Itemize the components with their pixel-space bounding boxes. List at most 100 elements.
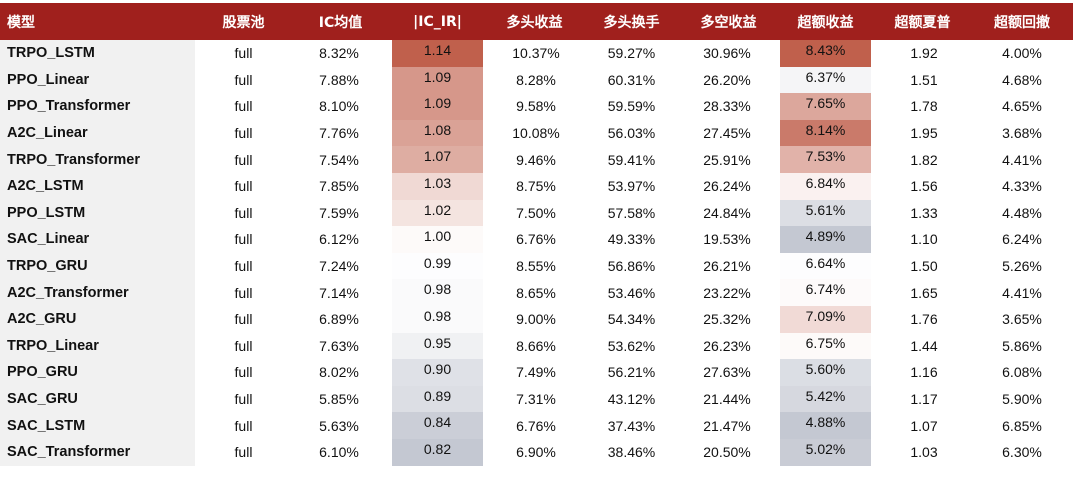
column-header-ic-mean: IC均值 [318,14,363,31]
table-body: TRPO_LSTM full 8.32% 1.14 10.37% 59.27% 30.96%… [0,40,1073,466]
cell-excess-sharpe: 1.10 [910,231,938,248]
cell-stock-pool: full [234,364,253,381]
cell-excess-sharpe: 1.76 [910,311,938,328]
cell-long-return: 6.76% [516,231,556,248]
cell-stock-pool: full [234,444,253,461]
cell-model: A2C_GRU [0,305,195,333]
table-row: SAC_GRU full 5.85% 0.89 7.31% 43.12% 21.44% 5.4… [0,385,1073,413]
table-row: PPO_Transformer full 8.10% 1.09 9.58% 59.59% 2… [0,93,1073,120]
cell-long-return: 7.49% [516,364,556,381]
cell-excess-drawdown: 3.65% [1002,311,1042,328]
cell-excess-return: 6.74% [774,279,877,306]
cell-ic-mean: 5.85% [319,391,359,408]
cell-excess-return: 4.89% [774,226,877,253]
cell-ic-ir: 0.98 [386,305,489,333]
cell-excess-sharpe: 1.44 [910,337,938,354]
cell-stock-pool: full [234,178,253,195]
column-header-excess-return: 超额收益 [797,14,854,31]
cell-long-return: 8.75% [516,178,556,195]
cell-model: PPO_GRU [0,359,195,386]
cell-model: SAC_Linear [0,226,195,253]
cell-long-turnover: 59.59% [607,98,656,115]
results-table: 模型 股票池 IC均值 |IC_IR| 多头收益 多头换手 多空收益 超额收益 超额夏普 超额回撤… [0,3,1073,466]
cell-long-short-return: 30.96% [703,45,751,62]
cell-stock-pool: full [234,204,253,221]
cell-ic-mean: 7.14% [319,284,359,301]
cell-stock-pool: full [234,311,253,328]
cell-excess-return: 6.64% [774,252,877,280]
cell-long-turnover: 37.43% [607,417,656,434]
cell-long-turnover: 38.46% [607,444,656,461]
column-header-long-turnover: 多头换手 [603,14,660,31]
column-header-model: 模型 [7,14,35,31]
cell-model: PPO_Transformer [0,93,195,120]
cell-ic-mean: 7.59% [319,204,359,221]
cell-long-return: 8.28% [516,71,556,88]
cell-excess-return: 5.61% [774,199,877,227]
cell-ic-mean: 6.12% [319,231,359,248]
table-row: TRPO_LSTM full 8.32% 1.14 10.37% 59.27% 30.96%… [0,40,1073,67]
cell-excess-return: 7.53% [774,146,877,173]
cell-excess-drawdown: 4.33% [1002,178,1042,195]
cell-ic-mean: 7.54% [319,151,359,168]
table-row: TRPO_Linear full 7.63% 0.95 8.66% 53.62% 26.23… [0,332,1073,360]
cell-excess-sharpe: 1.95 [910,125,938,142]
cell-excess-sharpe: 1.07 [910,417,938,434]
cell-excess-sharpe: 1.78 [910,98,938,115]
table-row: TRPO_Transformer full 7.54% 1.07 9.46% 59.41%… [0,146,1073,173]
cell-ic-ir: 1.02 [386,199,489,227]
cell-excess-return: 5.42% [774,385,877,413]
cell-long-return: 9.00% [516,311,556,328]
cell-excess-return: 8.14% [774,119,877,147]
cell-excess-drawdown: 6.85% [1002,417,1042,434]
cell-long-short-return: 19.53% [703,231,751,248]
cell-excess-sharpe: 1.50 [910,258,938,275]
table-row: SAC_Transformer full 6.10% 0.82 6.90% 38.46% 2… [0,438,1073,466]
cell-long-return: 7.31% [516,391,556,408]
cell-long-return: 8.55% [516,258,556,275]
cell-model: SAC_LSTM [0,412,195,439]
cell-stock-pool: full [234,258,253,275]
column-header-ic-ir: |IC_IR| [413,13,462,30]
cell-stock-pool: full [234,284,253,301]
cell-excess-return: 4.88% [774,412,877,439]
cell-long-return: 10.37% [512,45,560,62]
cell-long-turnover: 54.34% [607,311,656,328]
cell-long-short-return: 26.24% [703,178,751,195]
column-header-long-short-return: 多空收益 [700,14,757,31]
column-header-excess-drawdown: 超额回撤 [994,14,1050,31]
cell-excess-return: 6.37% [774,66,877,94]
table-row: A2C_Linear full 7.76% 1.08 10.08% 56.03% 27.45… [0,119,1073,147]
cell-excess-return: 7.65% [774,93,877,120]
cell-long-short-return: 27.63% [703,364,751,381]
cell-long-turnover: 57.58% [607,204,656,221]
cell-ic-mean: 6.10% [319,444,359,461]
column-header-long-return: 多头收益 [506,14,563,31]
cell-excess-drawdown: 5.86% [1002,337,1042,354]
cell-ic-ir: 0.82 [386,438,489,466]
cell-ic-ir: 0.98 [386,279,489,306]
cell-model: TRPO_Transformer [0,146,195,173]
cell-excess-drawdown: 6.08% [1002,364,1042,381]
cell-excess-return: 5.60% [774,359,877,386]
cell-model: SAC_Transformer [0,438,195,466]
table-row: PPO_LSTM full 7.59% 1.02 7.50% 57.58% 24.84% 5.… [0,199,1073,227]
cell-ic-ir: 0.90 [386,359,489,386]
cell-long-turnover: 59.41% [607,151,656,168]
cell-model: TRPO_Linear [0,332,195,360]
cell-excess-return: 7.09% [774,305,877,333]
cell-long-turnover: 56.21% [607,364,656,381]
cell-excess-drawdown: 5.26% [1002,258,1042,275]
cell-ic-mean: 7.63% [319,337,359,354]
cell-excess-drawdown: 3.68% [1002,125,1042,142]
cell-long-return: 10.08% [512,125,560,142]
cell-ic-ir: 1.14 [386,40,489,67]
table-row: A2C_GRU full 6.89% 0.98 9.00% 54.34% 25.32% 7.0… [0,305,1073,333]
cell-excess-return: 6.75% [774,332,877,360]
cell-ic-ir: 1.03 [386,172,489,200]
cell-excess-sharpe: 1.51 [910,71,938,88]
cell-ic-ir: 0.89 [386,385,489,413]
cell-model: A2C_LSTM [0,172,195,200]
cell-excess-return: 8.43% [774,40,877,67]
cell-ic-mean: 7.76% [319,125,359,142]
